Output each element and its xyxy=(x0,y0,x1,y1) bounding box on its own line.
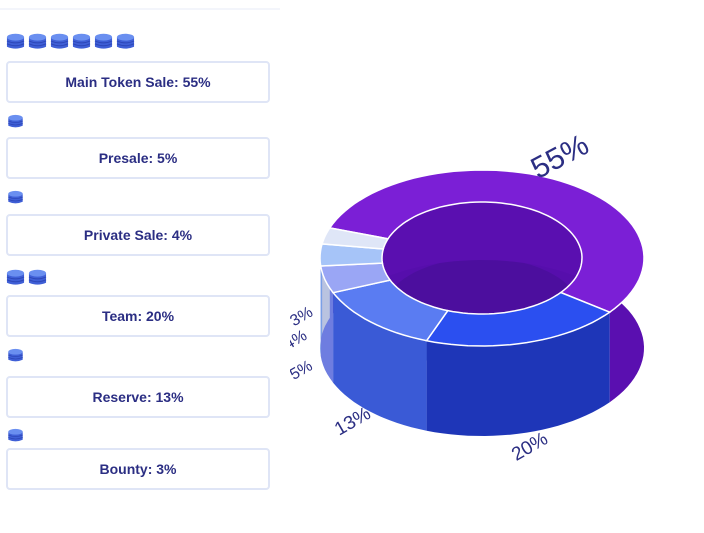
allocation-label: Bounty: 3% xyxy=(99,461,177,477)
coin-stack-row-1 xyxy=(6,113,25,129)
allocation-card-private-sale: Private Sale: 4% xyxy=(6,214,270,256)
allocation-list: Main Token Sale: 55% Presale: 5% Private… xyxy=(0,0,280,533)
slice-bounty xyxy=(321,227,390,250)
allocation-card-presale: Presale: 5% xyxy=(6,137,270,179)
allocation-card-bounty: Bounty: 3% xyxy=(6,448,270,490)
coin-stack-icon xyxy=(8,190,23,204)
slice-label: 3% xyxy=(290,304,316,330)
allocation-label: Presale: 5% xyxy=(98,150,178,166)
coin-stack-icon xyxy=(28,33,47,49)
allocation-label: Team: 20% xyxy=(101,308,175,324)
coin-stack-icon xyxy=(116,33,135,49)
allocation-card-main-token-sale: Main Token Sale: 55% xyxy=(6,61,270,103)
slice-label: 55% xyxy=(526,128,595,185)
allocation-label: Private Sale: 4% xyxy=(83,227,193,243)
coin-stack-row-2 xyxy=(6,189,25,205)
allocation-label: Reserve: 13% xyxy=(92,389,184,405)
coin-stack-icon xyxy=(72,33,91,49)
divider xyxy=(0,8,280,10)
coin-stack-row-4 xyxy=(6,347,25,363)
donut-slices xyxy=(319,169,645,436)
coin-stack-icon xyxy=(6,33,25,49)
donut-chart: 55%20%13%5%4%3% xyxy=(290,128,645,466)
coin-stack-icon xyxy=(6,269,25,285)
allocation-card-reserve: Reserve: 13% xyxy=(6,376,270,418)
allocation-card-team: Team: 20% xyxy=(6,295,270,337)
coin-stack-row-0 xyxy=(6,30,135,52)
coin-stack-icon xyxy=(94,33,113,49)
slice-label: 4% xyxy=(290,327,310,353)
slice-label: 5% xyxy=(290,357,316,383)
coin-stack-icon xyxy=(28,269,47,285)
coin-stack-icon xyxy=(8,428,23,442)
allocation-label: Main Token Sale: 55% xyxy=(65,74,211,90)
coin-stack-icon xyxy=(8,114,23,128)
coin-stack-row-3 xyxy=(6,266,47,288)
slice-wall-team xyxy=(426,312,610,436)
coin-stack-icon xyxy=(8,348,23,362)
slice-wall-reserve xyxy=(333,292,427,431)
coin-stack-icon xyxy=(50,33,69,49)
coin-stack-row-5 xyxy=(6,427,25,443)
